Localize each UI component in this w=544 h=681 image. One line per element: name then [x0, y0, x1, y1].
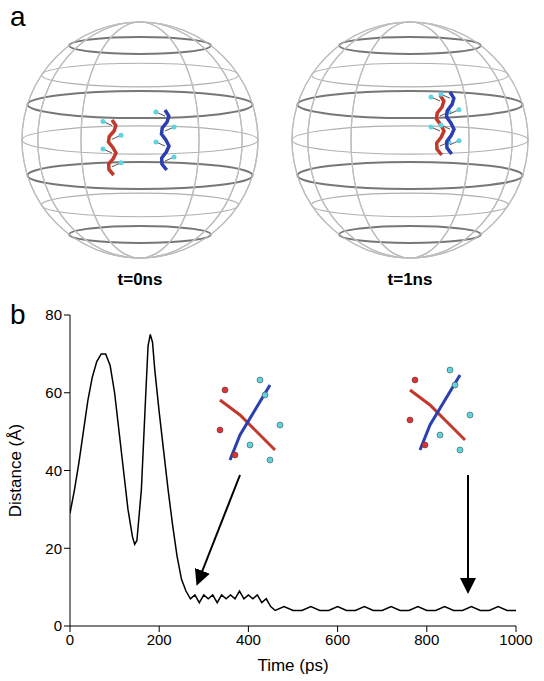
svg-text:800: 800	[414, 631, 439, 648]
svg-text:40: 40	[45, 462, 62, 479]
svg-text:0: 0	[54, 617, 62, 634]
svg-text:200: 200	[147, 631, 172, 648]
svg-text:600: 600	[325, 631, 350, 648]
svg-text:60: 60	[45, 384, 62, 401]
svg-text:80: 80	[45, 306, 62, 323]
svg-text:Time (ps): Time (ps)	[257, 656, 328, 675]
svg-text:a: a	[10, 1, 26, 32]
svg-text:20: 20	[45, 540, 62, 557]
svg-text:t=0ns: t=0ns	[118, 270, 163, 289]
svg-text:400: 400	[236, 631, 261, 648]
svg-text:b: b	[10, 300, 26, 330]
svg-text:0: 0	[66, 631, 74, 648]
svg-text:1000: 1000	[499, 631, 532, 648]
svg-text:Distance (Å): Distance (Å)	[6, 424, 25, 518]
svg-text:t=1ns: t=1ns	[388, 270, 433, 289]
